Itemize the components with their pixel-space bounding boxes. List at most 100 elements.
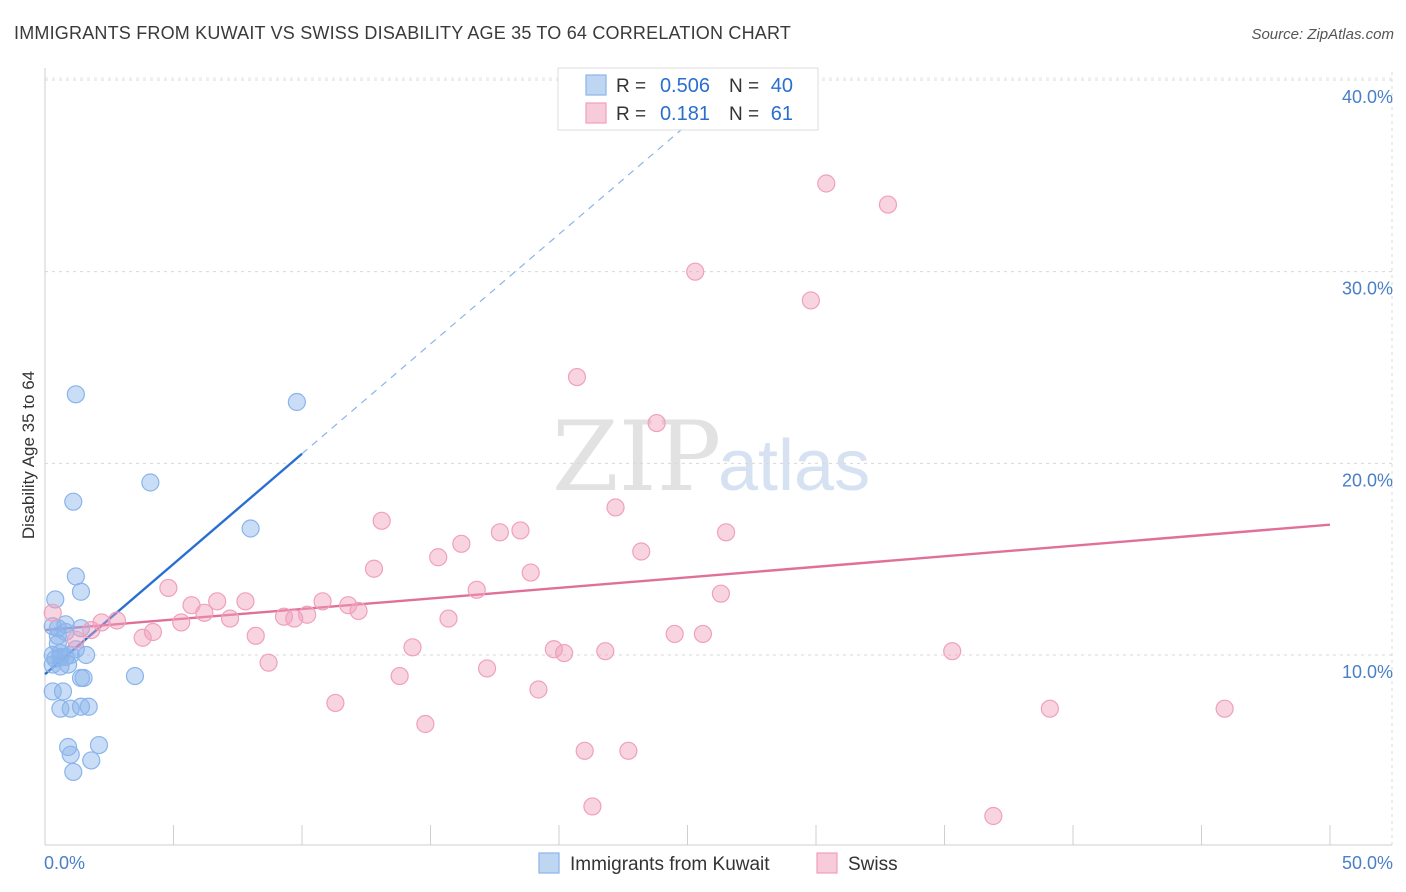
swiss-point <box>159 578 178 598</box>
series-legend-label: Swiss <box>848 854 898 875</box>
legend-r-label: R = <box>616 76 646 97</box>
legend-r-value: 0.181 <box>660 103 710 125</box>
chart-source: Source: ZipAtlas.com <box>1251 26 1394 43</box>
swiss-point <box>632 542 651 561</box>
kuwait-point <box>66 640 85 659</box>
swiss-point <box>544 640 563 659</box>
legend-swatch <box>585 74 607 96</box>
kuwait-point <box>71 582 91 601</box>
swiss-point <box>236 592 255 611</box>
kuwait-point <box>43 682 62 701</box>
swiss-point <box>521 563 540 582</box>
swiss-point <box>583 797 602 816</box>
swiss-point <box>665 624 684 644</box>
swiss-point <box>801 291 820 310</box>
swiss-point <box>364 559 384 578</box>
swiss-point <box>349 601 368 621</box>
kuwait-point <box>66 385 85 404</box>
swiss-point <box>529 680 548 699</box>
x-tick-label-max: 50.0% <box>1342 853 1393 873</box>
swiss-point <box>467 580 486 599</box>
kuwait-point <box>141 473 160 492</box>
swiss-point <box>259 653 278 672</box>
x-tick-label-min: 0.0% <box>44 853 85 873</box>
swiss-point <box>133 628 152 647</box>
data-points <box>43 174 1234 826</box>
swiss-point <box>107 611 127 630</box>
swiss-point <box>567 367 587 387</box>
kuwait-point <box>241 519 260 538</box>
swiss-point <box>716 523 736 542</box>
kuwait-point <box>82 751 101 770</box>
series-legend-swatch <box>538 852 560 874</box>
swiss-point <box>416 714 435 734</box>
kuwait-point <box>56 622 75 642</box>
kuwait-point <box>74 668 93 688</box>
swiss-point <box>246 626 265 645</box>
swiss-point <box>326 693 345 713</box>
swiss-point <box>943 642 962 661</box>
trend-lines <box>44 91 1331 676</box>
legend-r-value: 0.506 <box>660 75 710 97</box>
kuwait-point <box>125 666 145 686</box>
swiss-point <box>439 609 458 628</box>
kuwait-point <box>287 392 306 412</box>
swiss-point <box>596 642 615 661</box>
kuwait-point <box>89 735 109 755</box>
swiss-point <box>390 666 409 686</box>
swiss-point <box>220 609 240 628</box>
series-legend-swatch <box>816 852 838 874</box>
kuwait-points <box>43 385 306 782</box>
kuwait-point <box>53 682 73 701</box>
swiss-point <box>208 592 227 611</box>
kuwait-point <box>64 492 83 511</box>
swiss-point <box>143 622 163 642</box>
swiss-points <box>43 174 1234 826</box>
swiss-trend-line <box>44 523 1331 632</box>
legend-r-label: R = <box>616 104 646 125</box>
kuwait-point <box>46 590 65 609</box>
swiss-point <box>92 613 111 632</box>
swiss-point <box>43 603 62 622</box>
kuwait-point <box>77 645 96 665</box>
axes <box>44 68 1392 846</box>
legend-n-value: 40 <box>771 75 793 97</box>
swiss-point <box>575 741 594 760</box>
swiss-point <box>511 521 530 540</box>
zipatlas-watermark: ZIP atlas <box>552 401 870 513</box>
kuwait-point <box>79 697 98 716</box>
kuwait-point <box>59 655 78 674</box>
swiss-point <box>339 596 358 615</box>
chart-title: IMMIGRANTS FROM KUWAIT VS SWISS DISABILI… <box>14 23 791 43</box>
y-tick-label: 30.0% <box>1342 279 1393 299</box>
kuwait-point <box>51 647 70 667</box>
swiss-point <box>619 741 638 760</box>
legend-n-label: N = <box>729 76 759 97</box>
swiss-point <box>66 630 85 649</box>
swiss-point <box>477 659 497 678</box>
swiss-point <box>555 643 574 663</box>
series-legend: Immigrants from Kuwait Swiss <box>538 852 898 875</box>
swiss-point <box>984 806 1003 826</box>
y-axis-label: Disability Age 35 to 64 <box>19 371 38 539</box>
y-tick-label: 10.0% <box>1342 662 1393 682</box>
swiss-point <box>372 511 391 530</box>
swiss-point <box>313 592 332 611</box>
swiss-point <box>711 584 731 603</box>
swiss-point <box>647 413 666 433</box>
swiss-point <box>403 638 422 657</box>
swiss-point <box>1215 699 1234 718</box>
swiss-point <box>817 174 836 193</box>
tick-labels: 10.0% 20.0% 30.0% 40.0% 0.0% 50.0% <box>44 87 1393 873</box>
watermark-atlas: atlas <box>718 426 870 506</box>
kuwait-point <box>66 567 85 586</box>
kuwait-trend-extension <box>301 91 727 455</box>
kuwait-point <box>61 745 80 764</box>
kuwait-point <box>71 697 91 716</box>
swiss-point <box>429 548 448 567</box>
watermark-zip: ZIP <box>552 401 721 513</box>
legend-n-value: 61 <box>771 103 793 125</box>
kuwait-point <box>51 699 70 718</box>
kuwait-point <box>64 762 83 782</box>
